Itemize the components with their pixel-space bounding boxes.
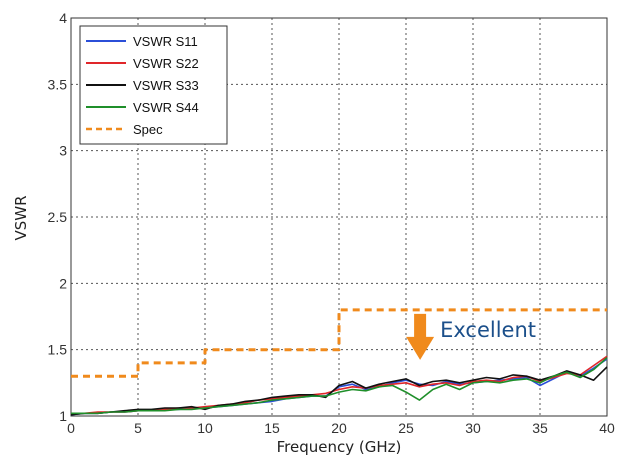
legend: VSWR S11 VSWR S22 VSWR S33 VSWR S44 Spec: [79, 25, 228, 145]
annotation-arrow-head: [406, 336, 435, 360]
x-tick-label-8: 40: [599, 420, 615, 436]
x-tick-label-2: 10: [197, 420, 213, 436]
series-layer: [70, 308, 608, 416]
plot-frame: [70, 17, 608, 417]
x-tick-label-1: 5: [134, 420, 142, 436]
legend-label-vswr-s22: VSWR S22: [133, 56, 199, 71]
y-tick-label-3: 2.5: [48, 209, 68, 225]
y-axis-title: VSWR: [12, 195, 30, 240]
x-tick-label-5: 25: [398, 420, 414, 436]
x-tick-label-7: 35: [532, 420, 548, 436]
series-line-vswr-s33: [70, 366, 608, 416]
y-tick-label-5: 3.5: [48, 76, 68, 92]
excellent-annotation: Excellent: [406, 313, 536, 360]
x-tick-label-4: 20: [331, 420, 347, 436]
x-tick-label-6: 30: [465, 420, 481, 436]
legend-label-vswr-s11: VSWR S11: [133, 34, 198, 49]
x-tick-label-3: 15: [264, 420, 280, 436]
y-tick-label-2: 2: [59, 275, 67, 291]
legend-label-spec: Spec: [133, 122, 163, 137]
plot-border: [70, 17, 608, 417]
x-axis-ticks: 0 5 10 15 20 25 30 35 40: [67, 420, 615, 436]
series-line-vswr-s44: [71, 357, 608, 415]
x-axis-title: Frequency (GHz): [277, 438, 402, 456]
y-tick-label-4: 3: [59, 143, 67, 159]
annotation-label: Excellent: [440, 318, 536, 342]
y-tick-label-0: 1: [59, 408, 67, 424]
annotation-arrow-shaft: [414, 313, 427, 338]
series-line-spec: [71, 308, 607, 378]
y-axis-ticks: 1 1.5 2 2.5 3 3.5 4: [48, 10, 68, 424]
legend-label-vswr-s44: VSWR S44: [133, 100, 199, 115]
x-tick-label-0: 0: [67, 420, 75, 436]
y-tick-label-6: 4: [59, 10, 67, 26]
y-tick-label-1: 1.5: [48, 342, 68, 358]
legend-label-vswr-s33: VSWR S33: [133, 78, 199, 93]
series-line-vswr-s22: [71, 355, 608, 415]
